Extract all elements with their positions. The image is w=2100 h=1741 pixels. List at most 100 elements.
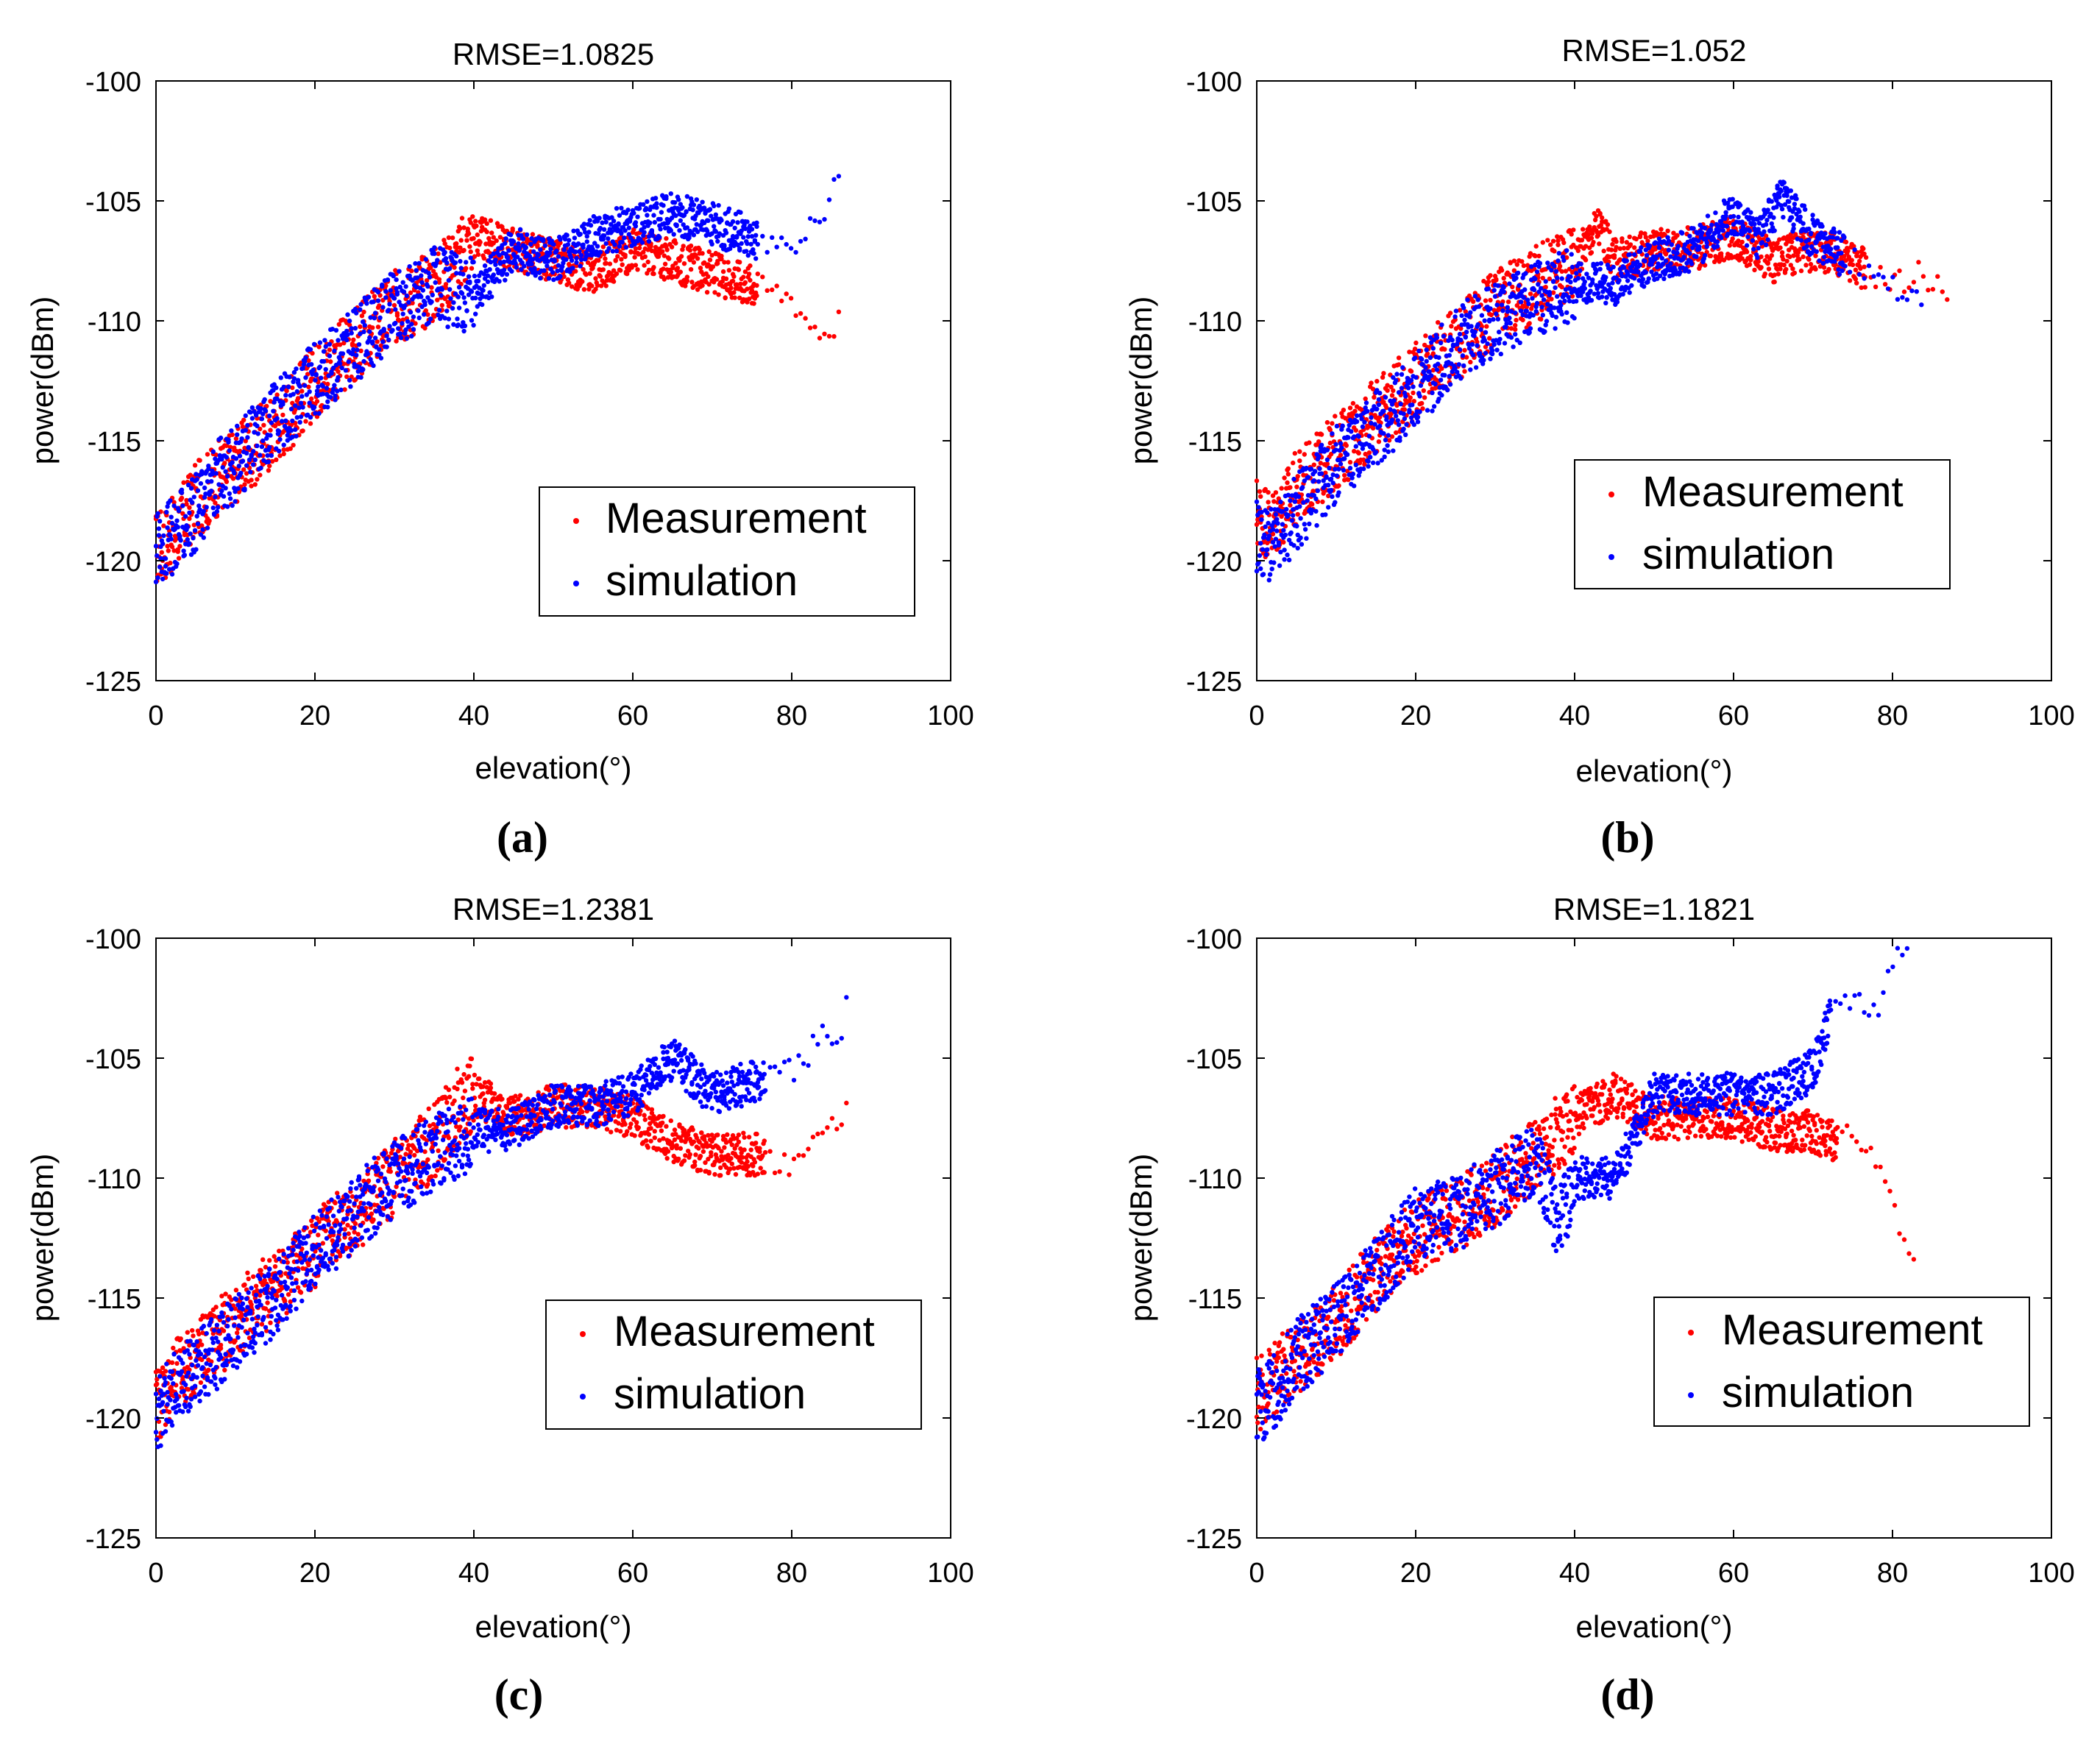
point-simulation <box>614 206 620 211</box>
point-simulation <box>1491 288 1497 293</box>
point-simulation <box>482 276 488 281</box>
point-simulation <box>325 399 330 404</box>
point-simulation <box>1416 348 1422 354</box>
axis-ticks <box>155 80 951 681</box>
point-simulation <box>542 268 547 273</box>
point-measurement <box>774 283 779 288</box>
point-measurement <box>1324 461 1330 467</box>
point-simulation <box>649 228 655 233</box>
point-simulation <box>745 219 750 224</box>
point-simulation <box>251 449 256 454</box>
point-simulation <box>330 327 335 332</box>
point-simulation <box>185 482 191 488</box>
point-measurement <box>341 341 347 346</box>
point-simulation <box>1415 419 1421 425</box>
point-simulation <box>713 229 718 234</box>
x-tick-label: 60 <box>617 701 648 731</box>
point-simulation <box>1507 281 1512 286</box>
point-simulation <box>308 347 313 352</box>
point-simulation <box>1391 448 1396 453</box>
point-measurement <box>280 412 285 418</box>
point-simulation <box>227 491 232 496</box>
plot-area <box>1254 80 2052 681</box>
point-simulation <box>321 358 327 364</box>
point-simulation <box>625 208 631 213</box>
point-measurement <box>1333 414 1338 419</box>
point-measurement <box>1514 317 1519 323</box>
point-simulation <box>1637 262 1643 268</box>
point-measurement <box>831 334 837 339</box>
point-simulation <box>213 471 219 476</box>
point-measurement <box>1847 278 1853 283</box>
point-simulation <box>314 389 320 394</box>
point-measurement <box>423 308 428 313</box>
point-simulation <box>447 266 453 272</box>
point-simulation <box>1611 264 1616 270</box>
point-measurement <box>709 252 714 258</box>
point-simulation <box>784 241 789 247</box>
point-measurement <box>737 295 742 300</box>
point-measurement <box>746 272 752 277</box>
point-measurement <box>1571 227 1576 233</box>
point-measurement <box>422 325 428 331</box>
point-measurement <box>199 523 205 528</box>
point-simulation <box>1396 422 1402 428</box>
point-simulation <box>1397 435 1402 440</box>
point-simulation <box>590 247 595 252</box>
point-measurement <box>1389 393 1395 398</box>
point-simulation <box>751 251 756 256</box>
point-simulation <box>367 329 372 334</box>
point-simulation <box>489 294 494 299</box>
point-simulation <box>631 210 636 216</box>
point-measurement <box>683 283 688 288</box>
point-measurement <box>1784 266 1789 272</box>
point-simulation <box>728 246 733 252</box>
point-measurement <box>700 251 705 256</box>
point-measurement <box>488 218 494 223</box>
point-measurement <box>1527 321 1532 326</box>
point-simulation <box>653 196 659 201</box>
point-simulation <box>1704 240 1709 246</box>
point-measurement <box>1781 262 1787 268</box>
point-measurement <box>1520 317 1525 323</box>
point-simulation <box>394 290 400 295</box>
point-simulation <box>1333 442 1338 447</box>
point-simulation <box>1769 199 1774 204</box>
point-simulation <box>1439 392 1444 398</box>
point-simulation <box>826 197 832 202</box>
point-simulation <box>532 266 537 271</box>
point-measurement <box>620 262 625 267</box>
point-measurement <box>1513 322 1518 328</box>
point-measurement <box>1501 275 1506 281</box>
point-simulation <box>654 205 659 210</box>
point-measurement <box>770 287 775 292</box>
point-simulation <box>1765 237 1770 242</box>
point-measurement <box>746 297 752 302</box>
point-simulation <box>1643 270 1648 275</box>
point-simulation <box>511 239 517 244</box>
point-simulation <box>749 227 755 232</box>
point-measurement <box>409 268 414 274</box>
point-measurement <box>726 260 731 265</box>
point-simulation <box>453 260 458 266</box>
point-simulation <box>352 325 358 331</box>
point-simulation <box>619 231 624 236</box>
point-simulation <box>416 260 422 266</box>
point-simulation <box>161 533 166 539</box>
point-simulation <box>1427 369 1432 375</box>
point-simulation <box>651 213 656 218</box>
point-measurement <box>1447 311 1453 316</box>
point-simulation <box>280 402 285 407</box>
point-measurement <box>719 253 724 259</box>
plot-area <box>153 80 951 681</box>
point-simulation <box>1494 302 1500 308</box>
point-simulation <box>1330 431 1335 436</box>
point-simulation <box>1489 351 1495 357</box>
point-measurement <box>1826 266 1831 272</box>
point-simulation <box>1694 254 1699 259</box>
point-simulation <box>1678 269 1683 275</box>
point-measurement <box>741 274 746 280</box>
point-simulation <box>636 205 642 211</box>
point-simulation <box>338 387 344 392</box>
point-simulation <box>327 341 333 347</box>
